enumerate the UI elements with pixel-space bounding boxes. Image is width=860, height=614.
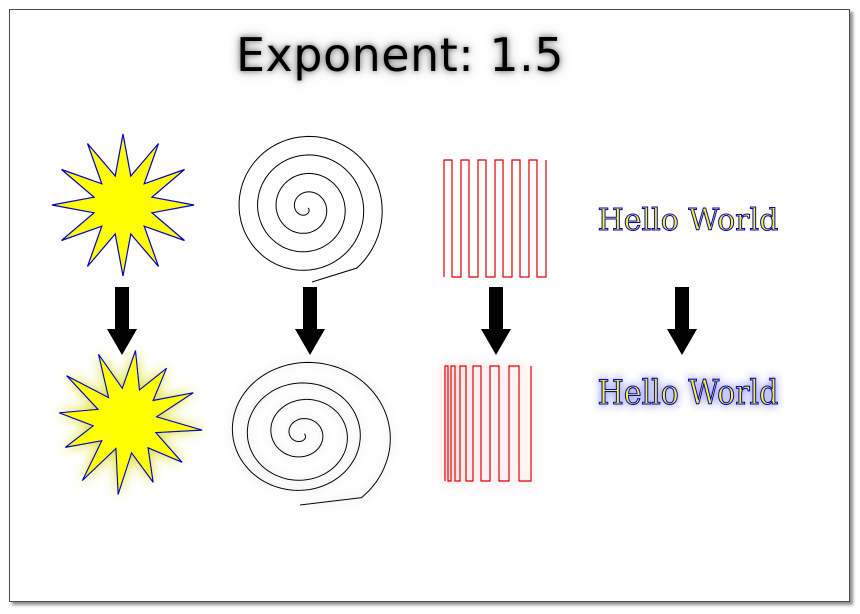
down-arrow-icon bbox=[107, 287, 697, 355]
spiral-icon bbox=[231, 361, 391, 506]
hello-world-text: Hello World bbox=[598, 372, 779, 412]
spiral-icon bbox=[238, 135, 383, 283]
star-icon bbox=[51, 133, 195, 277]
canvas-frame bbox=[9, 9, 850, 602]
hello-world-text: Hello World bbox=[598, 203, 779, 238]
star-icon bbox=[58, 350, 203, 495]
square-wave-icon bbox=[443, 159, 547, 278]
square-wave-icon bbox=[444, 365, 532, 482]
page-title: Exponent: 1.5 bbox=[235, 28, 565, 82]
